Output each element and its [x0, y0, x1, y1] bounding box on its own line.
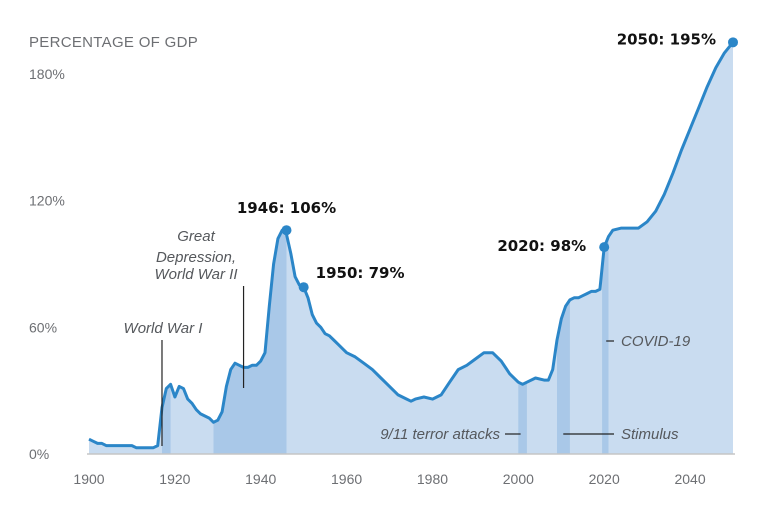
annotation-great-depression-line: Great: [177, 228, 215, 245]
x-tick-label: 1920: [159, 471, 190, 487]
shaded-period-4: [602, 236, 609, 454]
x-tick-label: 1980: [417, 471, 448, 487]
shaded-period-1: [213, 231, 287, 454]
callout-label: 1946: 106%: [237, 199, 336, 217]
y-tick-label: 60%: [29, 319, 57, 335]
annotation-great-depression-line: World War II: [154, 266, 237, 283]
x-tick-label: 2040: [674, 471, 705, 487]
x-axis-ticks: 1900 1920 1940 1960 1980 2000 2020 2040: [73, 471, 705, 487]
debt-line: [88, 41, 735, 450]
value-callouts: 1946: 106% 1950: 79% 2020: 98% 2050: 195%: [237, 30, 738, 293]
y-tick-label: 180%: [29, 66, 65, 82]
debt-area: [89, 42, 733, 455]
annotation-9-11: 9/11 terror attacks: [380, 426, 500, 443]
shaded-period-3: [557, 299, 570, 454]
callout-label: 1950: 79%: [316, 264, 405, 282]
x-tick-label: 2000: [503, 471, 534, 487]
annotation-great-depression-line: Depression,: [156, 249, 236, 266]
x-tick-label: 1940: [245, 471, 276, 487]
callout-label: 2020: 98%: [497, 237, 586, 255]
callout-marker: [298, 282, 309, 293]
callout-marker: [599, 242, 610, 253]
y-tick-label: 120%: [29, 193, 65, 209]
x-tick-label: 1900: [73, 471, 104, 487]
callout-marker: [281, 225, 292, 236]
annotation-world-war-i: World War I: [124, 320, 203, 337]
x-tick-label: 2020: [589, 471, 620, 487]
callout-marker: [728, 37, 738, 48]
y-tick-label: 0%: [29, 446, 49, 462]
y-axis-label: PERCENTAGE OF GDP: [29, 34, 198, 51]
x-tick-label: 1960: [331, 471, 362, 487]
annotation-stimulus: Stimulus: [621, 426, 679, 443]
y-axis-ticks: 0% 60% 120% 180%: [29, 66, 65, 462]
callout-label: 2050: 195%: [617, 30, 716, 48]
event-annotations: World War I Great Depression,World War II 9…: [124, 228, 691, 446]
annotation-covid-19: COVID-19: [621, 333, 691, 350]
shaded-period-2: [518, 382, 527, 454]
shaded-periods: [162, 231, 609, 454]
